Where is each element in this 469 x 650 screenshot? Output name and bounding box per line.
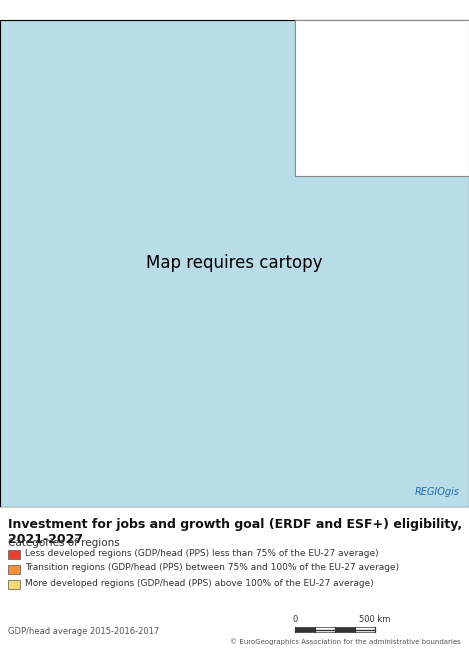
FancyBboxPatch shape [295,627,315,632]
Text: Transition regions (GDP/head (PPS) between 75% and 100% of the EU-27 average): Transition regions (GDP/head (PPS) betwe… [25,564,399,573]
Text: More developed regions (GDP/head (PPS) above 100% of the EU-27 average): More developed regions (GDP/head (PPS) a… [25,578,374,588]
FancyBboxPatch shape [8,565,20,574]
Text: © EuroGeographics Association for the administrative boundaries: © EuroGeographics Association for the ad… [230,639,461,645]
FancyBboxPatch shape [335,627,355,632]
FancyBboxPatch shape [8,580,20,589]
Text: Categories of regions: Categories of regions [8,538,120,548]
FancyBboxPatch shape [315,627,335,632]
FancyBboxPatch shape [8,550,20,559]
Text: REGIOgis: REGIOgis [415,488,460,497]
Text: 500 km: 500 km [359,615,391,624]
Text: GDP/head average 2015-2016-2017: GDP/head average 2015-2016-2017 [8,627,159,636]
Text: Map requires cartopy: Map requires cartopy [146,254,323,272]
FancyBboxPatch shape [355,627,375,632]
Text: Investment for jobs and growth goal (ERDF and ESF+) eligibility, 2021-2027: Investment for jobs and growth goal (ERD… [8,518,462,546]
Text: Less developed regions (GDP/head (PPS) less than 75% of the EU-27 average): Less developed regions (GDP/head (PPS) l… [25,549,378,558]
Text: 0: 0 [292,615,298,624]
